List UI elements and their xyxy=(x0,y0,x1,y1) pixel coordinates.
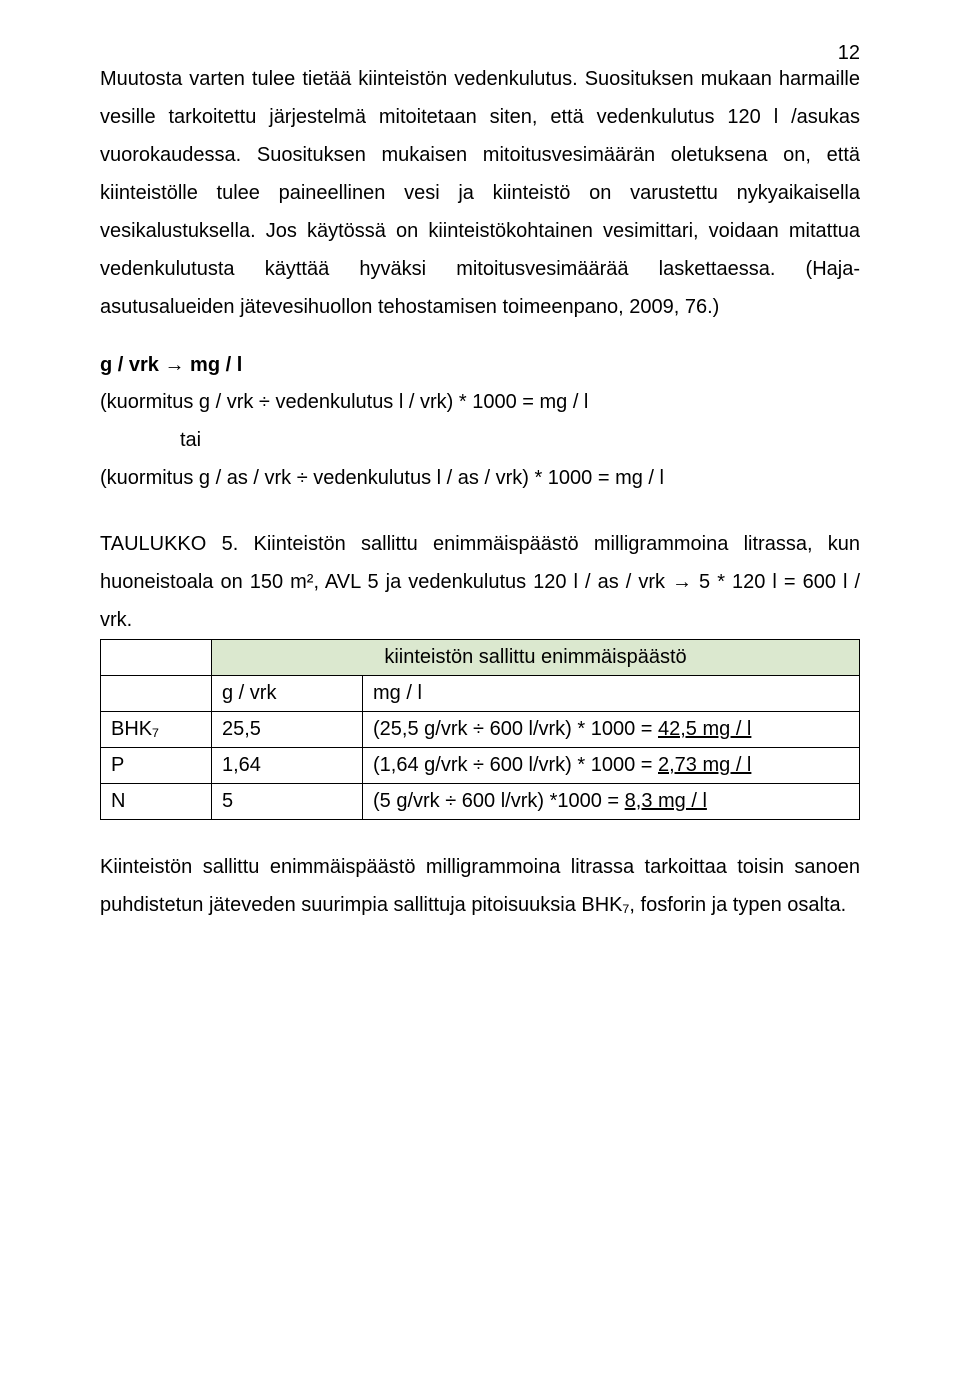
row-label: P xyxy=(101,748,212,784)
formula-tai: tai xyxy=(100,421,860,459)
paragraph-3: Kiinteistön sallittu enimmäispäästö mill… xyxy=(100,848,860,924)
row-result: 42,5 mg / l xyxy=(658,718,751,740)
table-header-row-1: kiinteistön sallittu enimmäispäästö xyxy=(101,640,860,676)
formula-block: g / vrk → mg / l (kuormitus g / vrk ÷ ve… xyxy=(100,354,860,497)
formula-heading: g / vrk → mg / l xyxy=(100,354,860,377)
row-g: 1,64 xyxy=(212,748,363,784)
row-g: 25,5 xyxy=(212,712,363,748)
row-g: 5 xyxy=(212,784,363,820)
table-col-g: g / vrk xyxy=(212,676,363,712)
table-header-row-2: g / vrk mg / l xyxy=(101,676,860,712)
table-row: BHK₇ 25,5 (25,5 g/vrk ÷ 600 l/vrk) * 100… xyxy=(101,712,860,748)
table-row: N 5 (5 g/vrk ÷ 600 l/vrk) *1000 = 8,3 mg… xyxy=(101,784,860,820)
table-row: P 1,64 (1,64 g/vrk ÷ 600 l/vrk) * 1000 =… xyxy=(101,748,860,784)
emissions-table: kiinteistön sallittu enimmäispäästö g / … xyxy=(100,639,860,820)
formula-line-1: (kuormitus g / vrk ÷ vedenkulutus l / vr… xyxy=(100,383,860,421)
formula-line-2: (kuormitus g / as / vrk ÷ vedenkulutus l… xyxy=(100,459,860,497)
row-label: BHK₇ xyxy=(101,712,212,748)
row-result: 2,73 mg / l xyxy=(658,754,751,776)
row-result: 8,3 mg / l xyxy=(625,790,707,812)
page-number: 12 xyxy=(838,42,860,65)
paragraph-1: Muutosta varten tulee tietää kiinteistön… xyxy=(100,60,860,326)
table-caption: TAULUKKO 5. Kiinteistön sallittu enimmäi… xyxy=(100,525,860,639)
row-calc: (1,64 g/vrk ÷ 600 l/vrk) * 1000 = 2,73 m… xyxy=(363,748,860,784)
document-page: 12 Muutosta varten tulee tietää kiinteis… xyxy=(0,0,960,1377)
table-empty-cell xyxy=(101,676,212,712)
table-col-mg: mg / l xyxy=(363,676,860,712)
row-calc: (5 g/vrk ÷ 600 l/vrk) *1000 = 8,3 mg / l xyxy=(363,784,860,820)
row-label: N xyxy=(101,784,212,820)
row-calc: (25,5 g/vrk ÷ 600 l/vrk) * 1000 = 42,5 m… xyxy=(363,712,860,748)
table-empty-cell xyxy=(101,640,212,676)
table-header-span: kiinteistön sallittu enimmäispäästö xyxy=(212,640,860,676)
